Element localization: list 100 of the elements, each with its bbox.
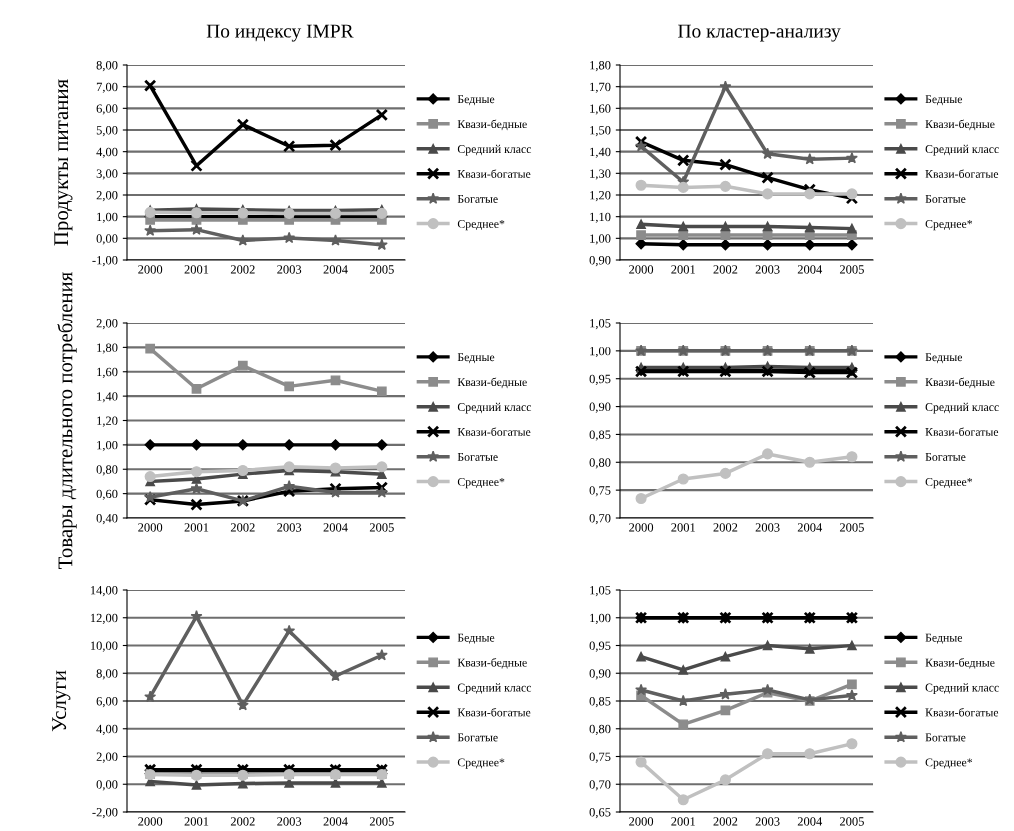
legend-label: Богатые (925, 733, 966, 742)
y-tick-label: 0,65 (589, 808, 611, 819)
x-tick-label: 2001 (671, 265, 695, 274)
x-tick-label: 2004 (797, 817, 823, 826)
y-tick-label: 0,70 (589, 780, 611, 791)
y-tick-label: 1,05 (590, 586, 611, 597)
y-tick-label: 5,00 (96, 126, 118, 137)
x-tick-label: 2003 (755, 523, 780, 532)
y-tick-label: 0,90 (589, 669, 611, 680)
y-tick-label: 1,40 (97, 392, 118, 403)
y-tick-label: 0,80 (589, 458, 611, 469)
y-tick-label: 7,00 (96, 82, 118, 93)
y-tick-label: 4,00 (96, 724, 118, 736)
legend-label: Квази-бедные (457, 119, 527, 131)
y-tick-label: 0,90 (589, 256, 611, 267)
y-tick-label: 0,85 (589, 697, 611, 708)
legend-label: Средний класс (457, 144, 532, 156)
x-tick-label: 2002 (230, 817, 255, 826)
y-tick-label: -2,00 (92, 808, 118, 819)
legend-label: Среднее* (925, 477, 973, 489)
legend-label: Квази-бедные (925, 119, 995, 131)
x-tick-label: 2003 (755, 817, 780, 826)
y-axis-title: Товары длительного потребления (57, 272, 77, 569)
x-tick-label: 2004 (323, 817, 348, 826)
y-tick-label: 10,00 (90, 641, 118, 652)
x-tick-label: 2000 (629, 265, 654, 274)
x-tick-label: 2004 (323, 523, 348, 532)
y-tick-label: 1,20 (97, 416, 118, 427)
y-tick-label: 2,00 (96, 752, 118, 763)
y-tick-label: 1,50 (590, 126, 611, 137)
legend-label: Квази-богатые (457, 169, 531, 178)
legend-label: Богатые (925, 453, 966, 461)
y-tick-label: 8,00 (96, 61, 118, 72)
x-tick-label: 2005 (369, 817, 394, 826)
legend-label: Квази-богатые (457, 707, 531, 717)
legend-label: Бедные (925, 95, 963, 106)
x-tick-label: 2005 (839, 523, 864, 532)
legend-label: Богатые (925, 195, 966, 203)
y-tick-label: 3,00 (96, 169, 118, 180)
x-tick-label: 2000 (629, 817, 654, 826)
y-axis-title: Продукты питания (54, 79, 73, 246)
legend-label: Квази-богатые (457, 427, 531, 436)
x-tick-label: 2002 (713, 817, 738, 826)
legend-label: Средний класс (457, 683, 532, 694)
x-tick-label: 2000 (138, 523, 163, 532)
y-tick-label: 0,80 (589, 724, 611, 736)
x-tick-label: 2003 (277, 523, 302, 532)
chart-title: По кластер-анализу (678, 24, 841, 42)
x-tick-label: 2002 (230, 523, 255, 532)
y-tick-label: 4,00 (96, 147, 118, 158)
y-tick-label: 1,70 (590, 82, 611, 93)
x-tick-label: 2004 (323, 265, 348, 274)
y-tick-label: 0,90 (589, 402, 611, 413)
x-tick-label: 2000 (138, 817, 163, 826)
y-axis-title: Услуги (52, 670, 71, 732)
y-tick-label: 6,00 (96, 697, 118, 708)
y-tick-label: 1,80 (590, 61, 611, 72)
legend-label: Квази-богатые (925, 427, 999, 436)
legend-label: Среднее* (925, 758, 973, 769)
x-tick-label: 2002 (713, 265, 738, 274)
legend-label: Среднее* (925, 219, 973, 231)
x-tick-label: 2003 (755, 265, 780, 274)
y-tick-label: 1,30 (590, 169, 611, 180)
legend-label: Средний класс (457, 402, 532, 414)
legend-label: Квази-бедные (925, 658, 995, 669)
y-tick-label: 0,00 (96, 780, 118, 791)
x-tick-label: 2005 (839, 817, 864, 826)
y-tick-label: 6,00 (96, 104, 118, 115)
legend-label: Бедные (457, 633, 495, 644)
x-tick-label: 2002 (230, 265, 255, 274)
legend-label: Среднее* (457, 758, 505, 769)
y-tick-label: 0,40 (96, 514, 118, 525)
y-tick-label: 1,00 (590, 346, 611, 358)
x-tick-label: 2001 (184, 817, 209, 826)
y-tick-label: 14,00 (90, 586, 118, 597)
legend-label: Бедные (925, 633, 963, 644)
y-tick-label: 1,05 (590, 319, 611, 330)
x-tick-label: 2000 (629, 523, 654, 532)
legend-label: Квази-бедные (457, 377, 527, 389)
y-tick-label: 0,60 (96, 489, 118, 500)
y-tick-label: 1,40 (590, 147, 611, 158)
x-tick-label: 2004 (797, 265, 823, 274)
legend-label: Богатые (457, 453, 498, 461)
y-tick-label: 12,00 (90, 613, 118, 625)
y-tick-label: 0,95 (589, 641, 611, 652)
legend-label: Среднее* (457, 477, 505, 489)
chart-title: По индексу IMPR (206, 24, 354, 42)
legend-label: Квази-бедные (457, 658, 527, 669)
y-tick-label: 0,75 (589, 752, 611, 763)
legend-label: Квази-бедные (925, 377, 995, 389)
x-tick-label: 2003 (277, 265, 302, 274)
y-tick-label: 0,70 (589, 514, 611, 525)
legend-label: Богатые (457, 733, 498, 742)
x-tick-label: 2005 (839, 265, 864, 274)
y-tick-label: 0,75 (589, 486, 611, 497)
legend-label: Бедные (457, 353, 495, 364)
y-tick-label: 1,00 (590, 234, 611, 245)
y-tick-label: 0,00 (96, 234, 118, 245)
x-tick-label: 2000 (138, 265, 163, 274)
legend-label: Среднее* (457, 219, 505, 231)
